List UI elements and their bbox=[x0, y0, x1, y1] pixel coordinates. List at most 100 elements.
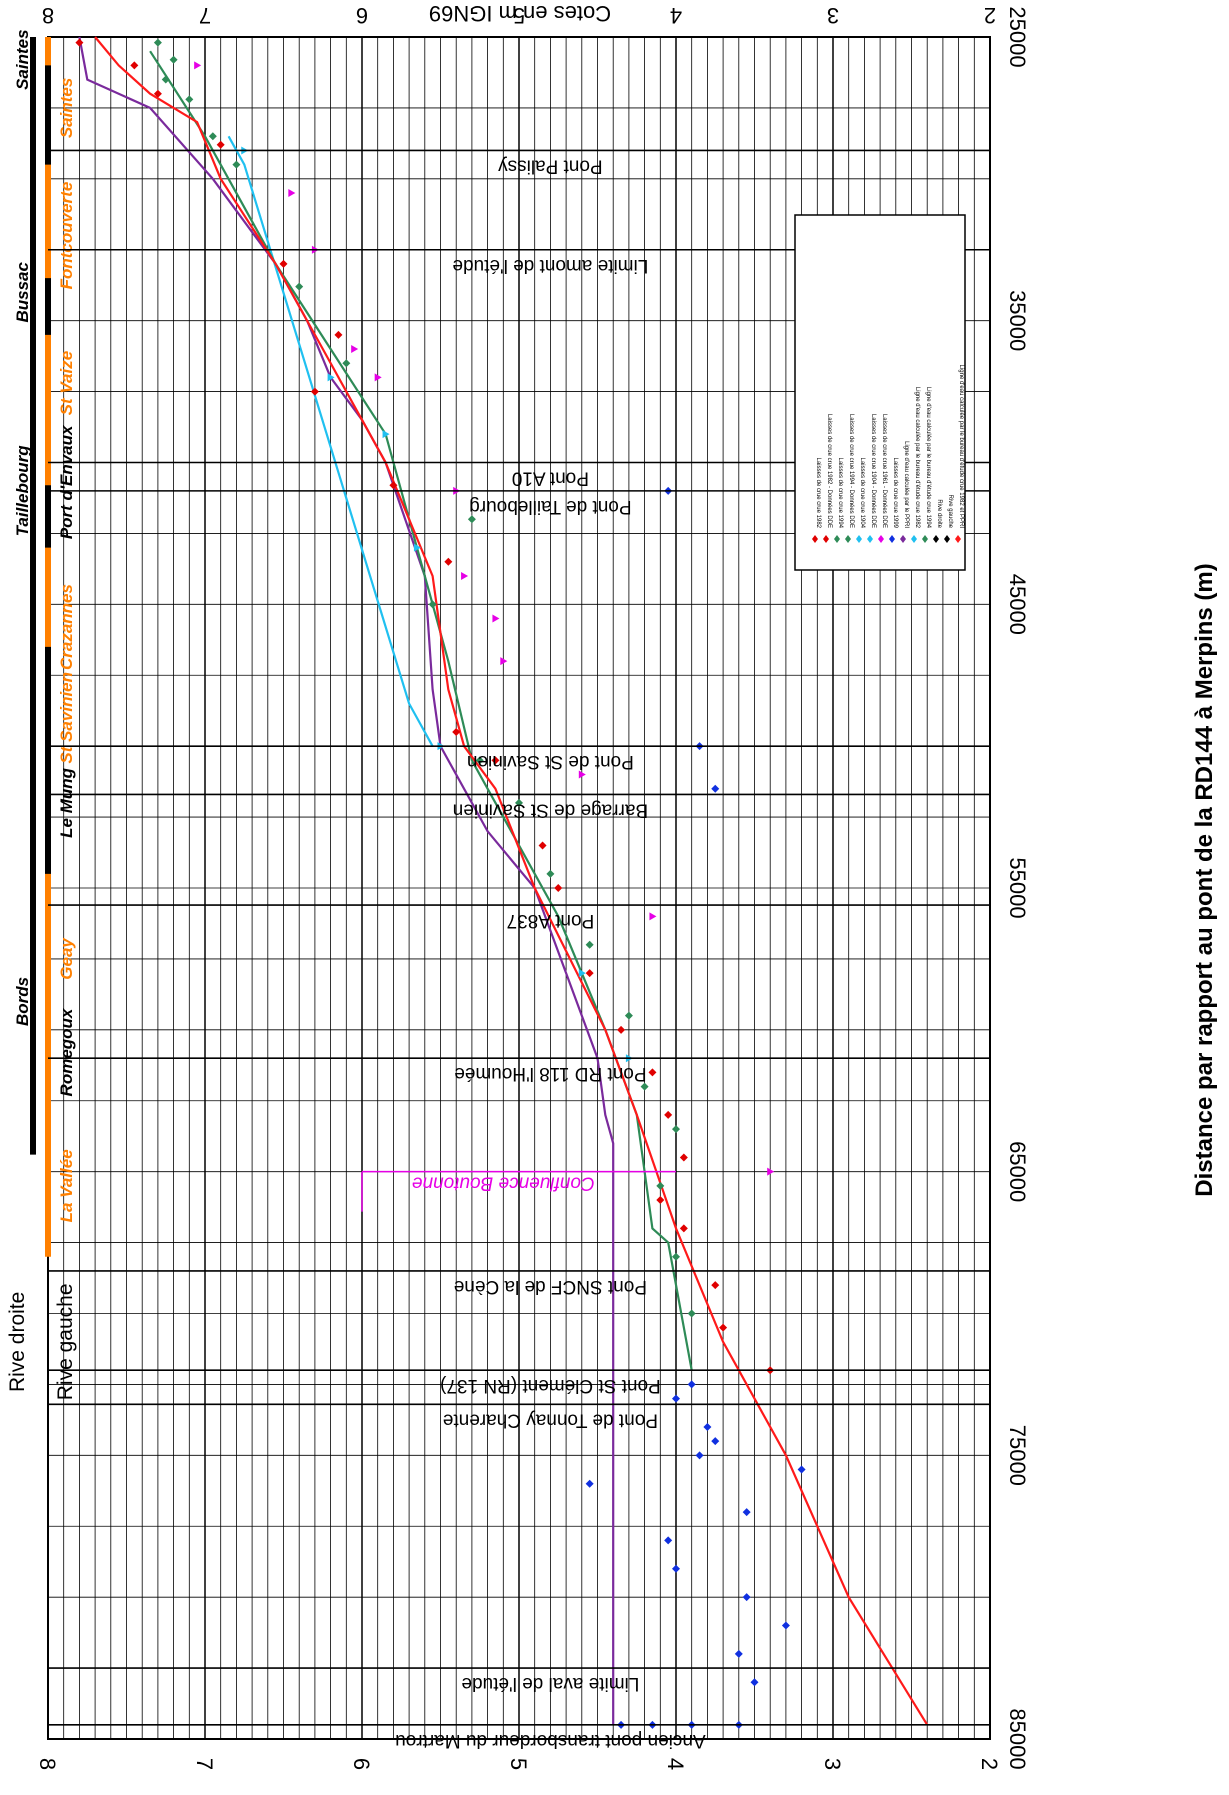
data-point bbox=[585, 969, 594, 978]
data-point bbox=[216, 140, 225, 149]
y-tick-label-top: 5 bbox=[513, 3, 525, 28]
data-point bbox=[153, 89, 162, 98]
data-point bbox=[719, 1323, 728, 1332]
locality-left-bank: St Vaize bbox=[57, 351, 76, 416]
data-point bbox=[288, 189, 296, 198]
locality-left-bank: Geay bbox=[57, 937, 76, 980]
legend-entry: Laisses de crue crue 1961 - Données DDE bbox=[881, 414, 887, 528]
data-point bbox=[664, 1536, 673, 1545]
legend-entry: Laisses de crue crue 1982 - Données DDE bbox=[826, 414, 832, 528]
annotation-label: Pont A837 bbox=[507, 910, 595, 931]
legend-marker bbox=[812, 535, 818, 543]
data-point bbox=[475, 756, 484, 765]
data-point bbox=[130, 61, 139, 70]
left-bank-label: Rive gauche bbox=[54, 1283, 77, 1400]
data-point bbox=[711, 784, 720, 793]
legend-marker bbox=[878, 535, 884, 543]
legend-marker bbox=[900, 535, 906, 543]
data-point bbox=[538, 841, 547, 850]
data-point bbox=[153, 38, 162, 47]
annotation-label: Pont Palissy bbox=[498, 155, 603, 176]
y-tick-label-bottom: 2 bbox=[977, 1758, 1002, 1770]
y-tick-label-bottom: 8 bbox=[35, 1758, 60, 1770]
legend-marker bbox=[834, 535, 840, 543]
data-point bbox=[585, 1479, 594, 1488]
data-point bbox=[742, 1508, 751, 1517]
data-point bbox=[648, 1068, 657, 1077]
data-point bbox=[413, 543, 421, 552]
annotation-label: Pont A10 bbox=[512, 468, 589, 489]
annotation-label: Pont de Taillebourg bbox=[469, 496, 631, 517]
legend-entry: Laisses de crue crue 1994 bbox=[837, 458, 843, 529]
y-tick-label-top: 8 bbox=[42, 3, 54, 28]
data-point bbox=[232, 160, 241, 169]
locality-left-bank: Le Mung bbox=[57, 767, 76, 837]
data-point bbox=[279, 259, 288, 268]
data-point bbox=[491, 756, 500, 765]
data-point bbox=[767, 1167, 775, 1176]
data-point bbox=[687, 1309, 696, 1318]
locality-left-bank: Romegoux bbox=[57, 1007, 76, 1096]
data-point bbox=[382, 430, 390, 439]
legend-entry: Ligne d'eau calculée par le bureau d'étu… bbox=[925, 387, 931, 529]
y-tick-label-top: 3 bbox=[827, 3, 839, 28]
legend-entry: Rive droite bbox=[936, 499, 942, 528]
locality-left-bank: La Vallée bbox=[57, 1149, 76, 1222]
data-point bbox=[781, 1621, 790, 1630]
bank-bands: Saintes Bussac Taillebourg Bords Saintes Font… bbox=[6, 29, 77, 1400]
y-tick-label-top: 6 bbox=[356, 3, 368, 28]
locality-left-bank: Saintes bbox=[57, 78, 76, 138]
data-point bbox=[578, 770, 586, 779]
data-point bbox=[169, 55, 178, 64]
x-tick-label: 25000 bbox=[1005, 6, 1030, 67]
data-point bbox=[703, 1422, 712, 1431]
legend-marker bbox=[867, 535, 873, 543]
data-point bbox=[492, 614, 500, 623]
legend-marker bbox=[911, 535, 917, 543]
data-point bbox=[310, 387, 319, 396]
annotation-label: Pont de Tonnay Charente bbox=[443, 1409, 658, 1430]
data-point bbox=[500, 657, 508, 666]
legend-marker bbox=[955, 535, 961, 543]
annotation-label: Limite aval de l'étude bbox=[461, 1673, 639, 1694]
data-point bbox=[75, 38, 84, 47]
data-point bbox=[797, 1465, 806, 1474]
data-point bbox=[672, 1125, 680, 1134]
legend-entry: Laisses de crue crue 1904 bbox=[859, 458, 865, 529]
data-point bbox=[656, 1196, 665, 1205]
data-point bbox=[624, 1011, 633, 1020]
locality-left-bank: Crazannes bbox=[57, 584, 76, 670]
data-point bbox=[734, 1649, 743, 1658]
legend-marker bbox=[856, 535, 862, 543]
data-point bbox=[554, 884, 563, 892]
legend-box bbox=[794, 214, 966, 571]
locality-right-bank: Bussac bbox=[13, 262, 32, 323]
data-point bbox=[161, 75, 170, 84]
x-tick-label: 75000 bbox=[1005, 1425, 1030, 1486]
annotation-label: Ancien pont transbordeur du Martrou bbox=[395, 1730, 706, 1751]
data-point bbox=[444, 557, 453, 566]
legend-marker bbox=[944, 535, 950, 543]
legend-marker bbox=[922, 535, 928, 543]
series-line bbox=[149, 50, 693, 1371]
legend-marker bbox=[823, 535, 829, 543]
annotation-label: Pont RD 118 l'Houmée bbox=[454, 1063, 646, 1084]
data-point bbox=[295, 282, 304, 291]
legend-entry: Ligne d'eau calculée par le bureau d'étu… bbox=[958, 365, 964, 529]
annotation-label: Pont de St Savinien bbox=[467, 751, 634, 772]
data-point bbox=[185, 95, 194, 104]
locality-left-bank: Fontcouverte bbox=[57, 182, 76, 290]
legend-entry: Laisses de crue crue 1999 bbox=[892, 458, 898, 529]
data-point bbox=[467, 515, 476, 524]
y-tick-label-top: 7 bbox=[199, 3, 211, 28]
legend-entry: Laisses de crue crue 1904 - Données DDE bbox=[870, 414, 876, 528]
data-point bbox=[578, 969, 586, 978]
locality-right-bank: Saintes bbox=[13, 29, 32, 89]
legend-entry: Laisses de crue crue 1982 bbox=[815, 458, 821, 529]
legend-entry: Laisses de crue crue 1994 - Données DDE bbox=[848, 414, 854, 528]
annotation-label: Limite amont de l'étude bbox=[452, 255, 648, 276]
data-point bbox=[742, 1593, 751, 1602]
legend-entry: Ligne d'eau calculée par le PPRI bbox=[903, 441, 909, 528]
data-point bbox=[342, 359, 351, 368]
y-tick-label-bottom: 7 bbox=[192, 1758, 217, 1770]
